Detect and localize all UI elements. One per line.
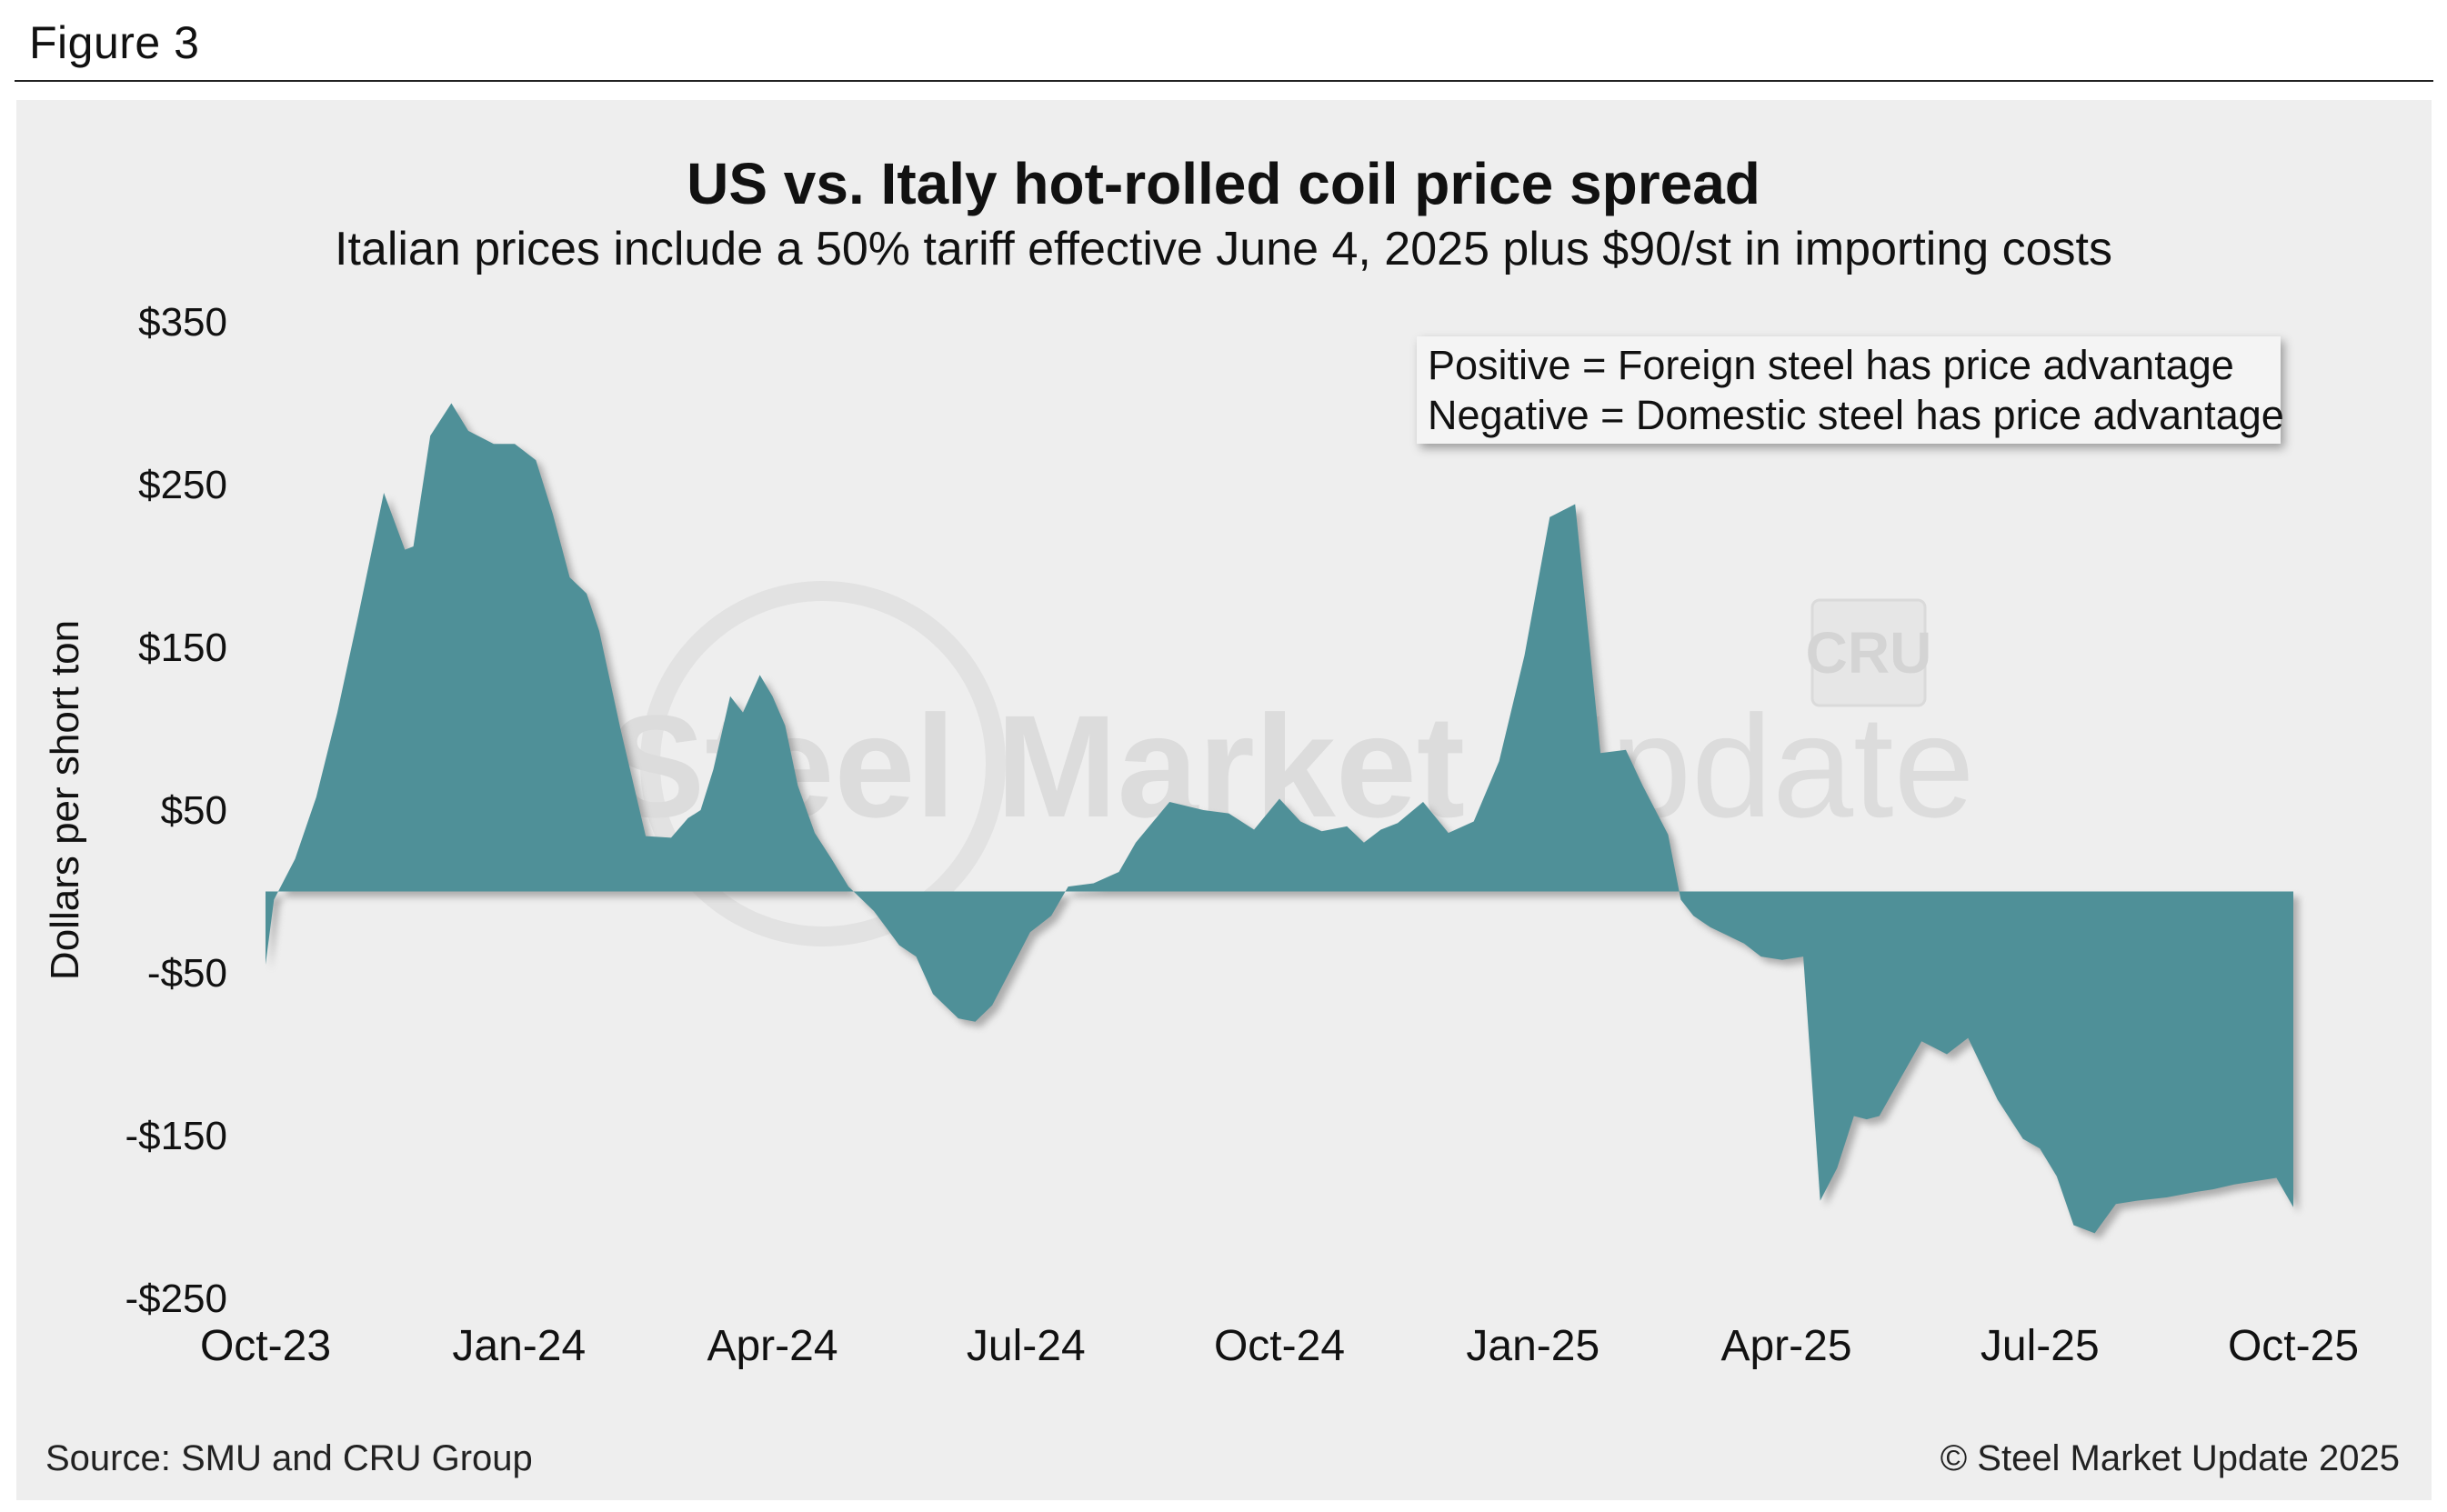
y-tick-label: -$150 (125, 1114, 227, 1158)
watermark-ring (640, 581, 1006, 946)
x-tick-label: Oct-23 (200, 1322, 331, 1370)
y-tick-label: $350 (138, 300, 227, 345)
x-tick-label: Apr-25 (1720, 1322, 1851, 1370)
x-tick-label: Jan-25 (1466, 1322, 1600, 1370)
y-axis-title: Dollars per short ton (43, 620, 87, 980)
x-tick-label: Apr-24 (707, 1322, 837, 1370)
y-tick-label: $50 (161, 788, 227, 833)
series-area (266, 403, 2293, 1234)
legend-negative: Negative = Domestic steel has price adva… (1428, 392, 2284, 438)
chart-subtitle: Italian prices include a 50% tariff effe… (335, 223, 2112, 275)
figure-label: Figure 3 (29, 17, 200, 68)
y-axis: $350 $250 $150 $50 -$50 -$150 -$250 (125, 300, 227, 1321)
x-tick-label: Oct-24 (1214, 1322, 1345, 1370)
watermark-badge-text: CRU (1806, 620, 1932, 686)
x-tick-label: Jul-25 (1981, 1322, 2100, 1370)
x-tick-label: Oct-25 (2228, 1322, 2359, 1370)
top-divider (15, 80, 2433, 82)
x-tick-label: Jan-24 (452, 1322, 586, 1370)
y-tick-label: $150 (138, 626, 227, 670)
chart-title: US vs. Italy hot-rolled coil price sprea… (687, 151, 1760, 216)
plot-area (266, 403, 2299, 1239)
legend-positive: Positive = Foreign steel has price advan… (1428, 342, 2234, 388)
x-tick-label: Jul-24 (967, 1322, 1086, 1370)
copyright-note: © Steel Market Update 2025 (1940, 1438, 2400, 1478)
legend-box: Positive = Foreign steel has price advan… (1417, 336, 2284, 444)
y-tick-label: -$50 (147, 951, 227, 996)
y-tick-label: $250 (138, 463, 227, 507)
x-axis: Oct-23 Jan-24 Apr-24 Jul-24 Oct-24 Jan-25 Apr-… (200, 1322, 2359, 1370)
y-tick-label: -$250 (125, 1277, 227, 1321)
source-note: Source: SMU and CRU Group (45, 1438, 533, 1478)
watermark-badge (1810, 598, 1927, 707)
